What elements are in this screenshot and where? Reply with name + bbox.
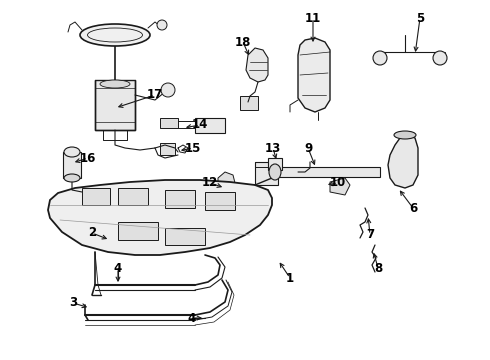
- Polygon shape: [118, 188, 148, 205]
- Ellipse shape: [394, 131, 416, 139]
- Polygon shape: [240, 96, 258, 110]
- Polygon shape: [275, 167, 380, 177]
- Polygon shape: [388, 135, 418, 188]
- Text: 6: 6: [409, 202, 417, 215]
- Text: 16: 16: [80, 152, 96, 165]
- Polygon shape: [82, 188, 110, 205]
- Ellipse shape: [64, 147, 80, 157]
- Text: 4: 4: [114, 261, 122, 274]
- Text: 18: 18: [235, 36, 251, 49]
- Polygon shape: [118, 222, 158, 240]
- Polygon shape: [165, 190, 195, 208]
- Polygon shape: [95, 80, 135, 130]
- Polygon shape: [298, 38, 330, 112]
- Circle shape: [373, 51, 387, 65]
- Ellipse shape: [100, 80, 130, 88]
- Text: 9: 9: [304, 141, 312, 154]
- Polygon shape: [48, 180, 272, 255]
- Text: 1: 1: [286, 271, 294, 284]
- Text: 8: 8: [374, 261, 382, 274]
- Text: 14: 14: [192, 118, 208, 131]
- Polygon shape: [63, 152, 81, 178]
- Text: 17: 17: [147, 89, 163, 102]
- Text: 3: 3: [69, 297, 77, 310]
- Circle shape: [433, 51, 447, 65]
- Polygon shape: [246, 48, 268, 82]
- Polygon shape: [268, 158, 282, 170]
- Polygon shape: [255, 162, 278, 185]
- Text: 13: 13: [265, 141, 281, 154]
- Polygon shape: [160, 143, 175, 155]
- Ellipse shape: [80, 24, 150, 46]
- Polygon shape: [160, 118, 178, 128]
- Text: 7: 7: [366, 229, 374, 242]
- Polygon shape: [165, 228, 205, 245]
- Ellipse shape: [64, 174, 80, 182]
- Circle shape: [161, 83, 175, 97]
- Text: 12: 12: [202, 176, 218, 189]
- Text: 10: 10: [330, 176, 346, 189]
- Polygon shape: [218, 172, 235, 190]
- Text: 5: 5: [416, 12, 424, 24]
- Polygon shape: [330, 178, 350, 195]
- Text: 15: 15: [185, 141, 201, 154]
- Polygon shape: [195, 118, 225, 133]
- Text: 11: 11: [305, 12, 321, 24]
- Text: 2: 2: [88, 226, 96, 239]
- Circle shape: [157, 20, 167, 30]
- Polygon shape: [205, 192, 235, 210]
- Text: 4: 4: [188, 311, 196, 324]
- Ellipse shape: [269, 164, 281, 180]
